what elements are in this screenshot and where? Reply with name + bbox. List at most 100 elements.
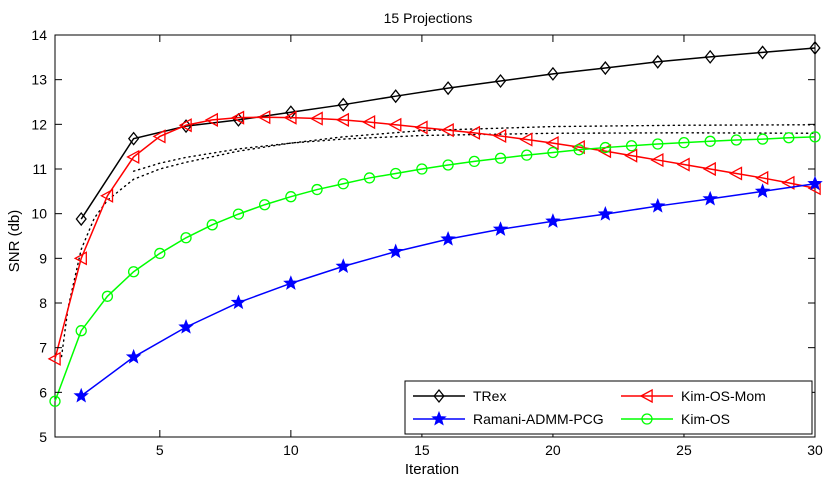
data-point-kim-os bbox=[101, 290, 114, 302]
data-point-ramani-admm-pcg bbox=[702, 190, 718, 206]
data-point-kim-os-mom bbox=[178, 118, 192, 133]
data-point-kim-os bbox=[49, 395, 61, 407]
data-point-kim-os bbox=[573, 144, 585, 156]
data-point-kim-os bbox=[390, 167, 402, 180]
data-point-kim-os-mom bbox=[204, 112, 218, 127]
data-point-kim-os-mom bbox=[702, 161, 716, 177]
data-point-ramani-admm-pcg bbox=[125, 348, 142, 364]
legend-marker bbox=[433, 388, 445, 404]
data-point-trex bbox=[599, 61, 611, 76]
data-point-ramani-admm-pcg bbox=[178, 319, 194, 334]
data-point-kim-os bbox=[416, 163, 428, 175]
y-tick-label: 14 bbox=[31, 27, 47, 43]
legend-label: Ramani-ADMM-PCG bbox=[473, 411, 604, 427]
data-point-ramani-admm-pcg bbox=[754, 183, 771, 198]
legend-marker bbox=[641, 413, 653, 425]
x-tick-label: 25 bbox=[676, 442, 692, 458]
data-point-kim-os-mom bbox=[283, 110, 297, 125]
dotted-curves bbox=[60, 124, 816, 358]
x-tick-label: 5 bbox=[156, 442, 164, 458]
data-point-kim-os bbox=[232, 208, 245, 220]
data-point-trex bbox=[756, 45, 769, 60]
data-point-kim-os bbox=[678, 136, 690, 149]
data-point-trex bbox=[652, 54, 664, 69]
data-point-kim-os bbox=[75, 325, 87, 337]
data-point-kim-os-mom bbox=[519, 132, 533, 147]
data-point-kim-os-mom bbox=[729, 166, 743, 181]
data-point-kim-os bbox=[704, 135, 716, 147]
data-point-kim-os bbox=[337, 178, 349, 190]
x-axis-label: Iteration bbox=[405, 461, 459, 478]
data-point-kim-os-mom bbox=[47, 351, 61, 366]
data-point-ramani-admm-pcg bbox=[230, 294, 247, 310]
data-point-kim-os bbox=[127, 266, 140, 278]
data-point-kim-os bbox=[652, 138, 664, 150]
data-point-trex bbox=[337, 97, 349, 112]
y-tick-label: 7 bbox=[39, 340, 47, 356]
y-tick-label: 6 bbox=[39, 384, 47, 400]
data-point-kim-os bbox=[625, 140, 638, 152]
legend-entry-kim-os-mom: Kim-OS-Mom bbox=[621, 388, 766, 404]
data-point-ramani-admm-pcg bbox=[597, 205, 614, 221]
data-point-kim-os-mom bbox=[466, 125, 481, 140]
data-point-kim-os bbox=[442, 159, 454, 171]
data-point-kim-os bbox=[730, 134, 743, 146]
y-tick-label: 5 bbox=[39, 429, 47, 445]
legend-marker bbox=[431, 410, 447, 426]
data-point-kim-os bbox=[285, 191, 297, 203]
dotted-curve-4 bbox=[60, 124, 816, 358]
data-point-kim-os bbox=[154, 247, 166, 260]
x-tick-label: 15 bbox=[414, 442, 430, 458]
data-point-kim-os-mom bbox=[545, 136, 559, 151]
data-point-trex bbox=[390, 89, 402, 104]
data-point-kim-os-mom bbox=[624, 148, 638, 163]
data-point-kim-os bbox=[547, 146, 559, 159]
data-point-ramani-admm-pcg bbox=[650, 197, 666, 213]
series-line-trex bbox=[80, 47, 816, 220]
data-point-ramani-admm-pcg bbox=[335, 258, 351, 273]
data-point-kim-os bbox=[363, 172, 376, 184]
data-point-ramani-admm-pcg bbox=[807, 175, 823, 191]
y-tick-label: 9 bbox=[39, 250, 47, 266]
data-point-kim-os-mom bbox=[388, 117, 402, 132]
data-point-kim-os-mom bbox=[493, 128, 507, 144]
data-point-kim-os bbox=[783, 132, 795, 144]
series-kim-os-mom bbox=[47, 110, 821, 366]
data-point-ramani-admm-pcg bbox=[73, 387, 89, 403]
data-point-trex bbox=[809, 40, 821, 55]
series-kim-os bbox=[49, 131, 821, 407]
data-point-trex bbox=[127, 131, 140, 146]
legend-entry-ramani-admm-pcg: Ramani-ADMM-PCG bbox=[413, 410, 604, 427]
y-tick-label: 11 bbox=[32, 161, 47, 177]
legend: TRex Kim-OS-Mom Ramani-ADMM-PCG Kim-OS bbox=[404, 380, 813, 435]
data-point-kim-os bbox=[468, 155, 480, 168]
data-point-kim-os-mom bbox=[650, 152, 664, 168]
data-point-ramani-admm-pcg bbox=[492, 221, 509, 236]
data-point-kim-os-mom bbox=[152, 129, 166, 144]
legend-label: Kim-OS bbox=[681, 411, 730, 427]
y-tick-label: 12 bbox=[31, 116, 47, 132]
data-point-kim-os bbox=[180, 232, 192, 244]
data-point-kim-os-mom bbox=[781, 175, 795, 190]
chart-title: 15 Projections bbox=[384, 10, 473, 26]
data-point-ramani-admm-pcg bbox=[440, 231, 456, 246]
data-point-kim-os-mom bbox=[231, 110, 245, 125]
data-point-kim-os bbox=[206, 219, 218, 231]
data-point-trex bbox=[75, 211, 87, 227]
y-tick-label: 10 bbox=[31, 206, 47, 222]
data-point-ramani-admm-pcg bbox=[283, 275, 299, 290]
legend-label: Kim-OS-Mom bbox=[681, 388, 766, 404]
data-point-kim-os bbox=[494, 152, 507, 164]
legend-entry-kim-os: Kim-OS bbox=[621, 411, 730, 427]
data-point-kim-os-mom bbox=[414, 120, 428, 135]
data-point-ramani-admm-pcg bbox=[387, 243, 404, 259]
data-point-trex bbox=[494, 73, 507, 89]
data-point-kim-os-mom bbox=[309, 111, 323, 126]
y-tick-label: 8 bbox=[39, 295, 47, 311]
data-point-kim-os-mom bbox=[257, 110, 271, 125]
x-tick-label: 10 bbox=[283, 442, 299, 458]
data-point-trex bbox=[547, 66, 559, 81]
series-ramani-admm-pcg bbox=[73, 175, 823, 403]
data-point-kim-os-mom bbox=[73, 251, 87, 266]
